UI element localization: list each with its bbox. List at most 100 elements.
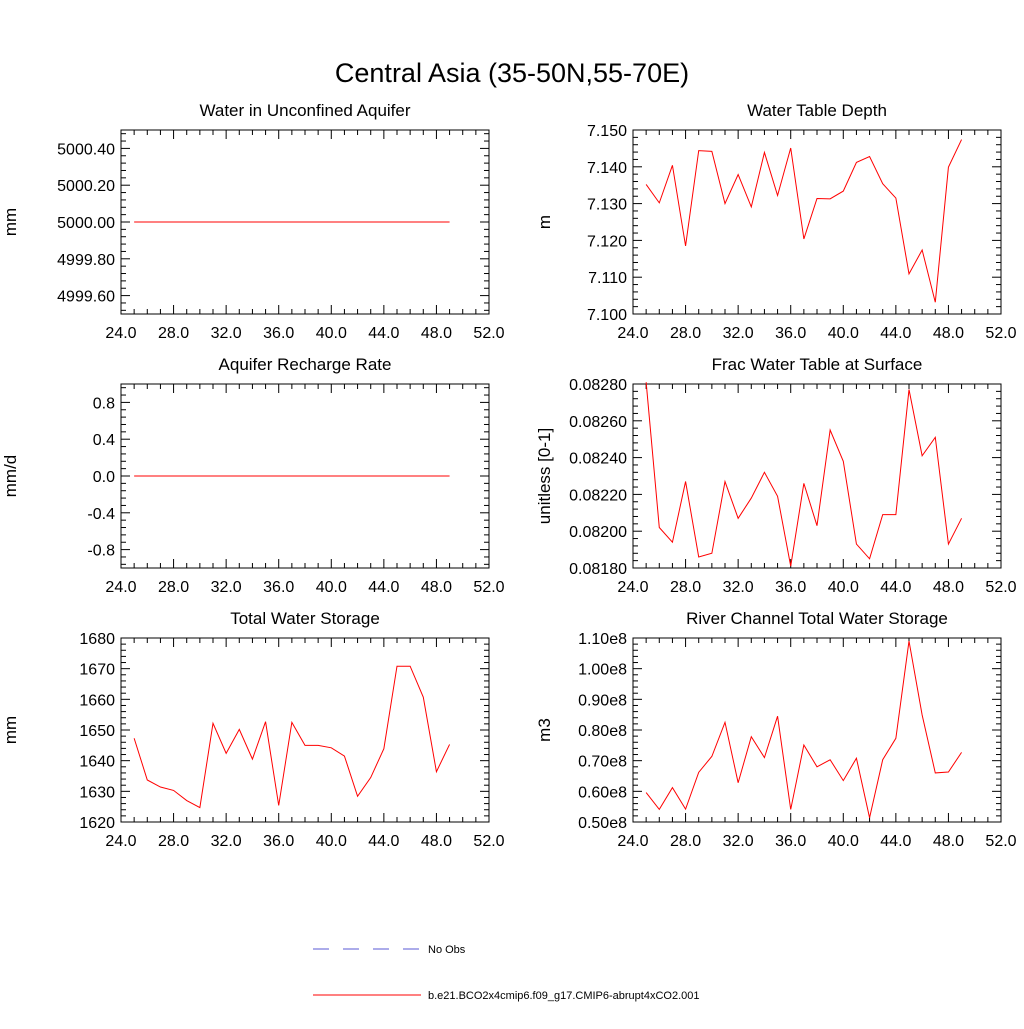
y-axis-label: m3 [535,718,554,742]
series-line-0 [645,382,963,567]
x-tick-label: 44.0 [368,325,399,342]
panel-title-water-table-depth: Water Table Depth [747,101,887,120]
y-tick-label: 0.08180 [569,561,627,578]
y-tick-label: 1650 [79,723,115,740]
y-tick-label: 0.90e8 [578,692,627,709]
x-tick-label: 44.0 [880,325,911,342]
y-tick-label: 1620 [79,815,115,832]
x-tick-label: 32.0 [211,325,242,342]
y-tick-label: 1670 [79,662,115,679]
x-tick-label: 40.0 [828,579,859,596]
x-tick-label: 32.0 [211,579,242,596]
panel-title-river-channel-total-water-storage: River Channel Total Water Storage [686,609,948,628]
y-tick-label: 0.0 [93,469,115,486]
y-axis-label: mm [1,208,20,236]
x-tick-label: 24.0 [617,325,648,342]
y-tick-label: 0.50e8 [578,815,627,832]
y-tick-label: 0.08200 [569,524,627,541]
panels: Water in Unconfined Aquifer 24.0 28.0 32.0 3… [1,101,1017,850]
y-tick-label: 5000.00 [57,215,115,232]
x-tick-label: 36.0 [263,325,294,342]
x-tick-label: 52.0 [985,833,1016,850]
y-axis-label: mm/d [1,455,20,498]
x-tick-label: 48.0 [421,579,452,596]
y-tick-label: 0.08280 [569,377,627,394]
y-tick-label: -0.4 [87,506,115,523]
y-tick-label: 0.70e8 [578,754,627,771]
y-tick-label: 1.10e8 [578,631,627,648]
panel-frac-water-table-at-surface: Frac Water Table at Surface 24.0 28.0 32.0 3… [535,355,1017,596]
x-tick-label: 44.0 [880,579,911,596]
x-tick-label: 52.0 [473,325,504,342]
x-tick-label: 52.0 [985,579,1016,596]
panel-title-total-water-storage: Total Water Storage [230,609,380,628]
x-tick-label: 28.0 [670,325,701,342]
y-tick-label: 0.80e8 [578,723,627,740]
y-tick-label: 0.08220 [569,487,627,504]
y-tick-label: 5000.20 [57,178,115,195]
y-tick-label: 0.8 [93,395,115,412]
y-tick-label: 0.60e8 [578,784,627,801]
y-axis-label: m [535,215,554,229]
y-tick-label: 7.150 [587,123,627,140]
x-tick-label: 24.0 [105,325,136,342]
panel-aquifer-recharge-rate: Aquifer Recharge Rate 24.0 28.0 32.0 36.0 40.… [1,355,505,596]
legend-label-model-run: b.e21.BCO2x4cmip6.f09_g17.CMIP6-abrupt4x… [428,990,700,1002]
x-tick-label: 44.0 [880,833,911,850]
x-tick-label: 52.0 [473,833,504,850]
y-tick-label: 4999.60 [57,289,115,306]
panel-title-frac-water-table-at-surface: Frac Water Table at Surface [712,355,923,374]
y-tick-label: 0.4 [93,432,115,449]
x-tick-label: 24.0 [617,579,648,596]
x-tick-label: 24.0 [105,579,136,596]
series-line-0 [133,665,451,809]
y-tick-label: 7.140 [587,160,627,177]
y-tick-label: -0.8 [87,543,115,560]
x-tick-label: 44.0 [368,833,399,850]
series-line-0 [645,139,963,303]
x-tick-label: 32.0 [723,325,754,342]
panel-title-aquifer-recharge-rate: Aquifer Recharge Rate [219,355,392,374]
panel-total-water-storage: Total Water Storage 24.0 28.0 32.0 36.0 40.0 4… [1,609,505,850]
y-tick-label: 1680 [79,631,115,648]
y-axis-label: mm [1,716,20,744]
panel-title-water-in-unconfined-aquifer: Water in Unconfined Aquifer [199,101,410,120]
y-tick-label: 7.100 [587,307,627,324]
x-tick-label: 52.0 [473,579,504,596]
legend-entry-model-run: b.e21.BCO2x4cmip6.f09_g17.CMIP6-abrupt4x… [313,990,700,1002]
x-tick-label: 28.0 [670,579,701,596]
x-tick-label: 48.0 [933,833,964,850]
x-tick-label: 40.0 [828,325,859,342]
y-tick-label: 7.110 [588,270,627,287]
y-tick-label: 1640 [79,754,115,771]
x-tick-label: 32.0 [723,579,754,596]
x-tick-label: 40.0 [316,833,347,850]
x-tick-label: 32.0 [723,833,754,850]
x-tick-label: 24.0 [105,833,136,850]
x-tick-label: 48.0 [933,579,964,596]
x-tick-label: 48.0 [421,325,452,342]
x-tick-label: 48.0 [933,325,964,342]
panel-river-channel-total-water-storage: River Channel Total Water Storage 24.0 28.… [535,609,1017,850]
series-line-0 [645,640,962,818]
panel-water-table-depth: Water Table Depth 24.0 28.0 32.0 36.0 40.0 44.… [535,101,1017,342]
x-tick-label: 36.0 [263,833,294,850]
y-tick-label: 1630 [79,784,115,801]
x-tick-label: 28.0 [158,833,189,850]
y-tick-label: 1660 [79,692,115,709]
x-tick-label: 48.0 [421,833,452,850]
x-tick-label: 40.0 [828,833,859,850]
x-tick-label: 52.0 [985,325,1016,342]
y-tick-label: 0.08240 [569,451,627,468]
panel-water-in-unconfined-aquifer: Water in Unconfined Aquifer 24.0 28.0 32.0 3… [1,101,505,342]
y-tick-label: 7.120 [587,233,627,250]
y-tick-label: 1.00e8 [578,662,627,679]
y-tick-label: 0.08260 [569,414,627,431]
x-tick-label: 32.0 [211,833,242,850]
x-tick-label: 28.0 [158,325,189,342]
x-tick-label: 40.0 [316,579,347,596]
x-tick-label: 28.0 [670,833,701,850]
y-tick-label: 5000.40 [57,141,115,158]
y-tick-label: 4999.80 [57,252,115,269]
